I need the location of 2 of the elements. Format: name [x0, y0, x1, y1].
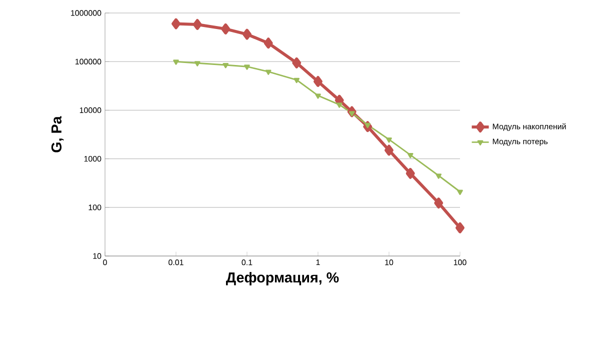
x-axis-title: Деформация, %: [226, 272, 339, 286]
y-axis-title: G, Pa: [51, 116, 64, 152]
